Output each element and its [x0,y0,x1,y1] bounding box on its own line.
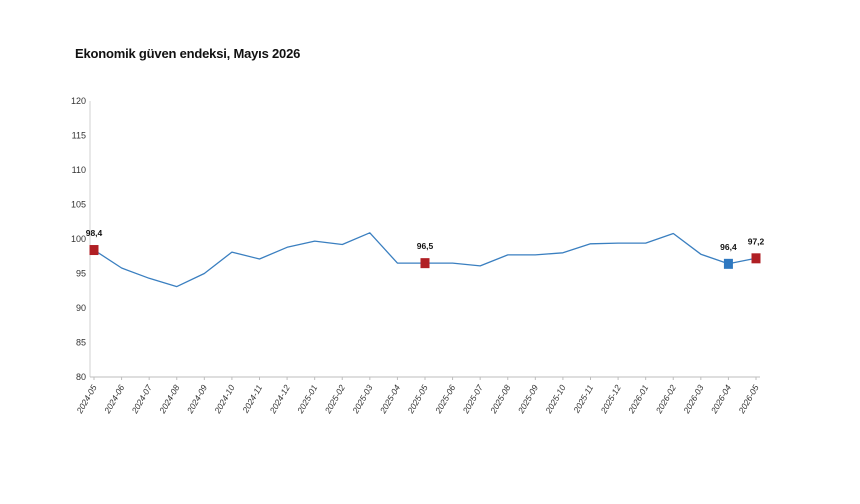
x-tick-label: 2024-05 [74,383,99,416]
x-tick-label: 2024-11 [240,383,265,416]
x-tick-label: 2025-07 [460,383,485,416]
x-tick-label: 2024-09 [184,383,209,416]
x-tick-label: 2025-03 [350,383,375,416]
highlight-marker [89,245,99,256]
data-label: 98,4 [86,228,103,238]
x-tick-label: 2024-06 [102,383,127,416]
y-tick-label: 95 [76,269,86,279]
y-tick-label: 80 [76,372,86,382]
x-tick-label: 2025-05 [405,383,430,416]
y-tick-label: 115 [72,131,86,141]
x-tick-label: 2026-04 [708,383,733,416]
x-tick-label: 2025-10 [543,383,568,416]
x-tick-label: 2026-05 [736,383,761,416]
x-tick-label: 2025-08 [488,383,513,416]
x-tick-label: 2025-11 [571,383,596,416]
data-label: 96,4 [720,242,737,252]
x-tick-label: 2026-01 [626,383,651,416]
x-tick-label: 2025-01 [295,383,320,416]
data-label: 97,2 [748,236,765,246]
x-tick-label: 2024-10 [212,383,237,416]
data-label: 96,5 [417,241,434,251]
x-tick-label: 2025-12 [598,383,623,416]
y-tick-label: 120 [71,96,86,106]
y-tick-label: 85 [76,338,86,348]
x-tick-label: 2024-12 [267,383,292,416]
x-tick-label: 2025-02 [322,383,347,416]
x-tick-label: 2026-03 [681,383,706,416]
x-tick-label: 2025-04 [377,383,402,416]
x-tick-label: 2024-08 [157,383,182,416]
x-tick-label: 2026-02 [653,383,678,416]
y-tick-label: 90 [76,303,86,313]
highlight-marker [723,258,733,269]
y-tick-label: 105 [71,200,86,210]
chart-title: Ekonomik güven endeksi, Mayıs 2026 [75,46,301,61]
x-tick-label: 2025-06 [433,383,458,416]
highlight-marker [420,258,430,269]
highlight-marker [751,253,761,264]
x-tick-label: 2025-09 [515,383,540,416]
y-tick-label: 110 [72,165,86,175]
y-tick-label: 100 [71,234,86,244]
x-tick-label: 2024-07 [129,383,154,416]
